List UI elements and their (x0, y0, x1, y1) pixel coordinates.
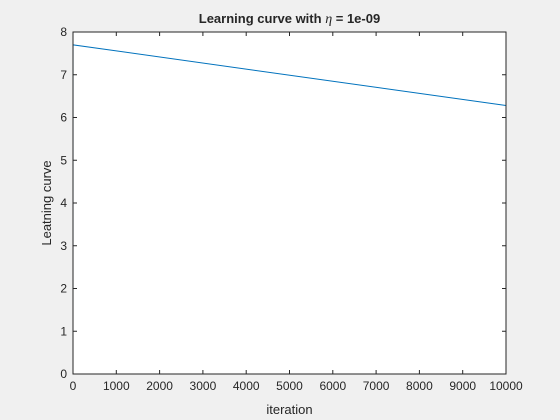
y-tick-label: 7 (60, 68, 67, 82)
x-tick-label: 2000 (146, 379, 173, 393)
chart-title: Learning curve with η = 1e-09 (199, 11, 380, 27)
y-tick-label: 8 (60, 25, 67, 39)
x-tick-label: 6000 (319, 379, 346, 393)
y-tick-label: 5 (60, 153, 67, 167)
x-tick-label: 3000 (190, 379, 217, 393)
x-tick-label: 0 (70, 379, 77, 393)
y-tick-label: 1 (60, 324, 67, 338)
y-tick-label: 3 (60, 239, 67, 253)
x-ticks: 0 1000 2000 3000 4000 5000 6000 7000 8000 9000 100… (70, 32, 523, 393)
y-ticks: 0 1 2 3 4 5 6 7 8 (60, 25, 506, 381)
x-tick-label: 5000 (276, 379, 303, 393)
x-tick-label: 7000 (363, 379, 390, 393)
x-tick-label: 10000 (489, 379, 523, 393)
x-tick-label: 9000 (449, 379, 476, 393)
y-axis-label: Leatning curve (39, 160, 54, 245)
x-tick-label: 8000 (406, 379, 433, 393)
x-tick-label: 1000 (103, 379, 130, 393)
y-tick-label: 4 (60, 196, 67, 210)
x-axis-label: iteration (266, 402, 312, 417)
y-tick-label: 2 (60, 282, 67, 296)
axes-background (73, 32, 506, 374)
y-tick-label: 6 (60, 111, 67, 125)
y-tick-label: 0 (60, 367, 67, 381)
eta-symbol: η (325, 12, 332, 27)
x-tick-label: 4000 (233, 379, 260, 393)
